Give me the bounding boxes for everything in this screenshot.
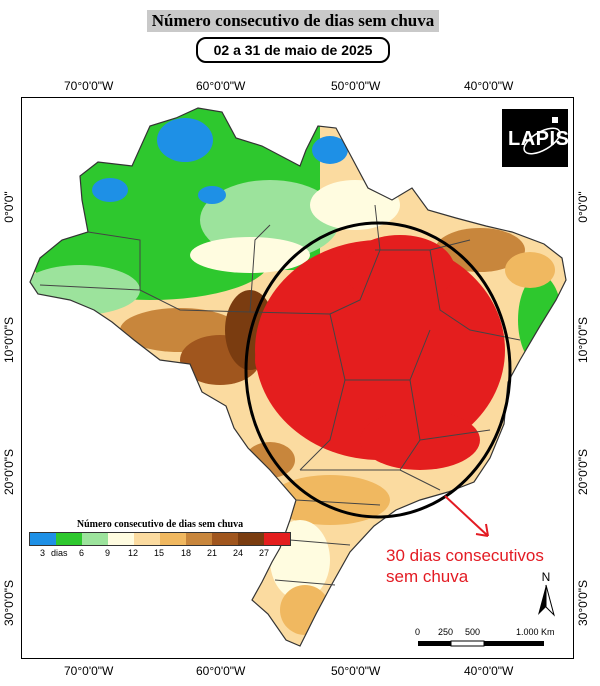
legend-swatch bbox=[56, 533, 82, 545]
scale-label: 1.000 Km bbox=[516, 627, 555, 637]
annotation-arrow bbox=[444, 495, 489, 537]
legend-ticks: 3 dias 6 9 12 15 18 21 24 27 bbox=[29, 546, 291, 560]
legend-swatch bbox=[30, 533, 56, 545]
legend-tick: 12 bbox=[128, 548, 139, 558]
annotation-text: 30 dias consecutivos sem chuva bbox=[386, 545, 544, 587]
legend-tick: 21 bbox=[207, 548, 218, 558]
legend-swatch bbox=[186, 533, 212, 545]
scale-label: 250 bbox=[438, 627, 454, 637]
annotation-line2: sem chuva bbox=[386, 567, 469, 586]
legend-tick: 9 bbox=[105, 548, 111, 558]
legend-tick: 3 bbox=[40, 548, 46, 558]
legend-swatch bbox=[212, 533, 238, 545]
satellite-icon bbox=[523, 117, 561, 155]
lon-label-top-60w: 60°0'0"W bbox=[196, 79, 246, 93]
legend-swatch bbox=[238, 533, 264, 545]
lapis-logo: LAPIS bbox=[502, 109, 569, 167]
lon-label-top-40w: 40°0'0"W bbox=[464, 79, 514, 93]
legend-color-bar bbox=[29, 532, 291, 546]
lon-label-bottom-50w: 50°0'0"W bbox=[331, 664, 381, 678]
north-arrow-icon bbox=[538, 584, 555, 617]
legend-tick: 24 bbox=[233, 548, 244, 558]
legend-tick: dias bbox=[51, 548, 68, 558]
legend-swatch bbox=[264, 533, 290, 545]
north-label: N bbox=[541, 570, 551, 584]
lon-label-bottom-40w: 40°0'0"W bbox=[464, 664, 514, 678]
annotation-line1: 30 dias consecutivos bbox=[386, 546, 544, 565]
legend-tick: 6 bbox=[79, 548, 85, 558]
period-label: 02 a 31 de maio de 2025 bbox=[196, 37, 390, 63]
legend: Número consecutivo de dias sem chuva 3 d… bbox=[29, 519, 291, 560]
scale-label: 500 bbox=[465, 627, 481, 637]
lon-label-top-50w: 50°0'0"W bbox=[331, 79, 381, 93]
legend-title: Número consecutivo de dias sem chuva bbox=[76, 519, 244, 530]
legend-swatch bbox=[82, 533, 108, 545]
legend-tick: 18 bbox=[181, 548, 192, 558]
highlight-ellipse bbox=[244, 221, 512, 519]
map-title: Número consecutivo de dias sem chuva bbox=[147, 10, 439, 32]
lon-label-top-70w: 70°0'0"W bbox=[64, 79, 114, 93]
legend-tick: 27 bbox=[259, 548, 270, 558]
legend-tick: 15 bbox=[154, 548, 165, 558]
scale-bar bbox=[418, 640, 544, 647]
lon-label-bottom-70w: 70°0'0"W bbox=[64, 664, 114, 678]
scale-label: 0 bbox=[415, 627, 421, 637]
legend-swatch bbox=[108, 533, 134, 545]
legend-swatch bbox=[160, 533, 186, 545]
legend-swatch bbox=[134, 533, 160, 545]
lon-label-bottom-60w: 60°0'0"W bbox=[196, 664, 246, 678]
